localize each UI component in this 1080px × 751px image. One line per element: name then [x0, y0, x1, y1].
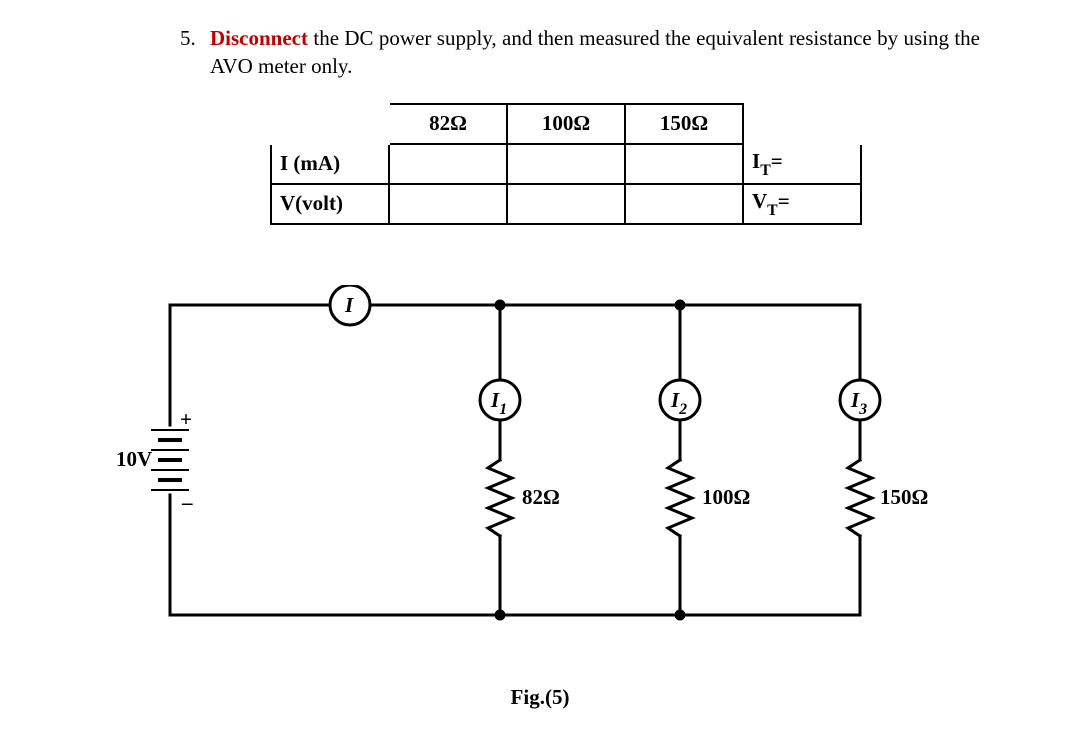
- question-text: 5. Disconnect the DC power supply, and t…: [180, 24, 980, 81]
- meter-i3: I3: [851, 388, 867, 417]
- cell-i-2: [507, 144, 625, 184]
- table-row: V(volt) VT=: [271, 184, 861, 224]
- cell-v-1: [389, 184, 507, 224]
- meter-i2: I2: [671, 388, 687, 417]
- cell-v-total: VT=: [743, 184, 861, 224]
- table-row: 82Ω 100Ω 150Ω: [271, 104, 861, 144]
- cell-v-2: [507, 184, 625, 224]
- col-header-2: 100Ω: [507, 104, 625, 144]
- cell-v-3: [625, 184, 743, 224]
- cell-i-total: IT=: [743, 144, 861, 184]
- meter-i1: I1: [491, 388, 507, 417]
- question-body: the DC power supply, and then measured t…: [210, 26, 980, 78]
- highlight-word: Disconnect: [210, 26, 308, 50]
- figure-caption: Fig.(5): [0, 685, 1080, 710]
- cell-i-3: [625, 144, 743, 184]
- circuit-svg: [140, 285, 940, 655]
- circuit-diagram: + – 10V I I1 I2 I3 82Ω 100Ω 150Ω: [140, 285, 940, 655]
- question-number: 5.: [180, 24, 210, 81]
- meter-main: I: [345, 293, 353, 318]
- battery-minus: –: [182, 490, 193, 515]
- row-label-v: V(volt): [271, 184, 389, 224]
- battery-plus: +: [180, 407, 192, 432]
- measurement-table: 82Ω 100Ω 150Ω I (mA) IT= V(volt): [270, 103, 980, 225]
- col-header-1: 82Ω: [389, 104, 507, 144]
- resistor-2-label: 100Ω: [702, 485, 750, 510]
- resistor-1-label: 82Ω: [522, 485, 560, 510]
- col-header-3: 150Ω: [625, 104, 743, 144]
- table-row: I (mA) IT=: [271, 144, 861, 184]
- cell-i-1: [389, 144, 507, 184]
- source-label: 10V: [116, 447, 152, 472]
- resistor-3-label: 150Ω: [880, 485, 928, 510]
- row-label-i: I (mA): [271, 144, 389, 184]
